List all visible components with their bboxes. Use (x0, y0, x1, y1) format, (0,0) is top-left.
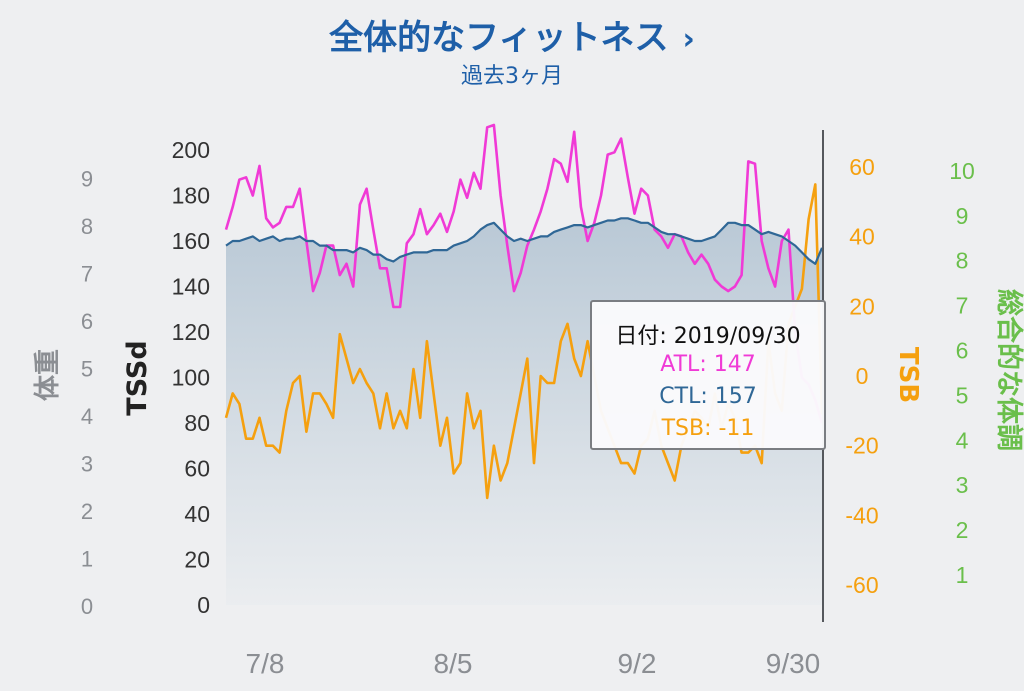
tsb-tick-label: -60 (845, 572, 878, 598)
chevron-right-icon: › (682, 22, 695, 57)
score-tick-label: 7 (956, 293, 969, 319)
tsb-tick-label: 0 (856, 363, 869, 389)
chart-header: 全体的なフィットネス › 過去3ヶ月 (0, 0, 1024, 100)
data-tooltip: 日付: 2019/09/30 ATL: 147 CTL: 157 TSB: -1… (590, 300, 826, 450)
tsb-tick-label: -20 (845, 433, 878, 459)
tooltip-date: 日付: 2019/09/30 (615, 324, 801, 349)
tss-tick-label: 20 (184, 547, 210, 573)
x-axis: 7/8 8/5 9/2 9/30 (246, 648, 821, 679)
weight-tick-label: 0 (81, 594, 93, 619)
chart-title: 全体的なフィットネス (329, 18, 669, 58)
chart-title-link[interactable]: 全体的なフィットネス › (0, 10, 1024, 59)
weight-tick-label: 8 (81, 214, 93, 239)
tooltip-tsb: TSB: -11 (661, 416, 755, 441)
tooltip-atl: ATL: 147 (660, 352, 756, 377)
weight-axis-title: 体重 (33, 349, 63, 401)
score-tick-label: 1 (956, 562, 969, 588)
score-tick-label: 6 (956, 338, 969, 364)
tss-tick-label: 100 (172, 365, 210, 391)
weight-tick-label: 5 (81, 357, 93, 382)
tss-axis: 0 20 40 60 80 100 120 140 160 180 200 (172, 137, 210, 618)
tooltip-ctl: CTL: 157 (659, 384, 757, 409)
tss-tick-label: 120 (172, 319, 210, 345)
x-tick-label: 9/30 (766, 648, 821, 679)
tss-tick-label: 140 (172, 274, 210, 300)
score-tick-label: 5 (956, 382, 969, 408)
score-axis: 1 2 3 4 5 6 7 8 9 10 (949, 158, 975, 588)
score-tick-label: 3 (956, 472, 969, 498)
score-tick-label: 10 (949, 158, 975, 184)
score-tick-label: 4 (956, 427, 969, 453)
tss-tick-label: 80 (184, 410, 210, 436)
tsb-tick-label: -40 (845, 502, 878, 528)
tss-tick-label: 60 (184, 456, 210, 482)
tss-tick-label: 0 (197, 592, 210, 618)
tsb-tick-label: 20 (849, 293, 875, 319)
x-tick-label: 8/5 (434, 648, 473, 679)
chart-subtitle: 過去3ヶ月 (461, 64, 563, 89)
tsb-tick-label: 40 (849, 224, 875, 250)
weight-axis: 0 1 2 3 4 5 6 7 8 9 (81, 167, 93, 620)
tsb-tick-label: 60 (849, 154, 875, 180)
weight-tick-label: 9 (81, 167, 93, 192)
weight-tick-label: 3 (81, 452, 93, 477)
tss-axis-title: TSSd (122, 340, 153, 415)
tss-tick-label: 40 (184, 501, 210, 527)
tss-tick-label: 180 (172, 183, 210, 209)
axis-titles: 体重 TSSd TSB 総合的な体調 (33, 289, 1024, 451)
weight-tick-label: 1 (81, 547, 93, 572)
weight-tick-label: 6 (81, 309, 93, 334)
tsb-axis-title: TSB (893, 347, 923, 403)
atl-line (224, 123, 824, 424)
ctl-line (225, 217, 824, 265)
score-tick-label: 8 (956, 248, 969, 274)
tss-tick-label: 200 (172, 137, 210, 163)
tsb-axis: -60 -40 -20 0 20 40 60 (845, 154, 878, 598)
score-tick-label: 2 (956, 517, 969, 543)
tss-tick-label: 160 (172, 228, 210, 254)
x-tick-label: 7/8 (246, 648, 285, 679)
weight-tick-label: 2 (81, 499, 93, 524)
score-tick-label: 9 (956, 203, 969, 229)
weight-tick-label: 7 (81, 262, 93, 287)
x-tick-label: 9/2 (618, 648, 657, 679)
weight-tick-label: 4 (81, 404, 93, 429)
score-axis-title: 総合的な体調 (993, 289, 1024, 451)
